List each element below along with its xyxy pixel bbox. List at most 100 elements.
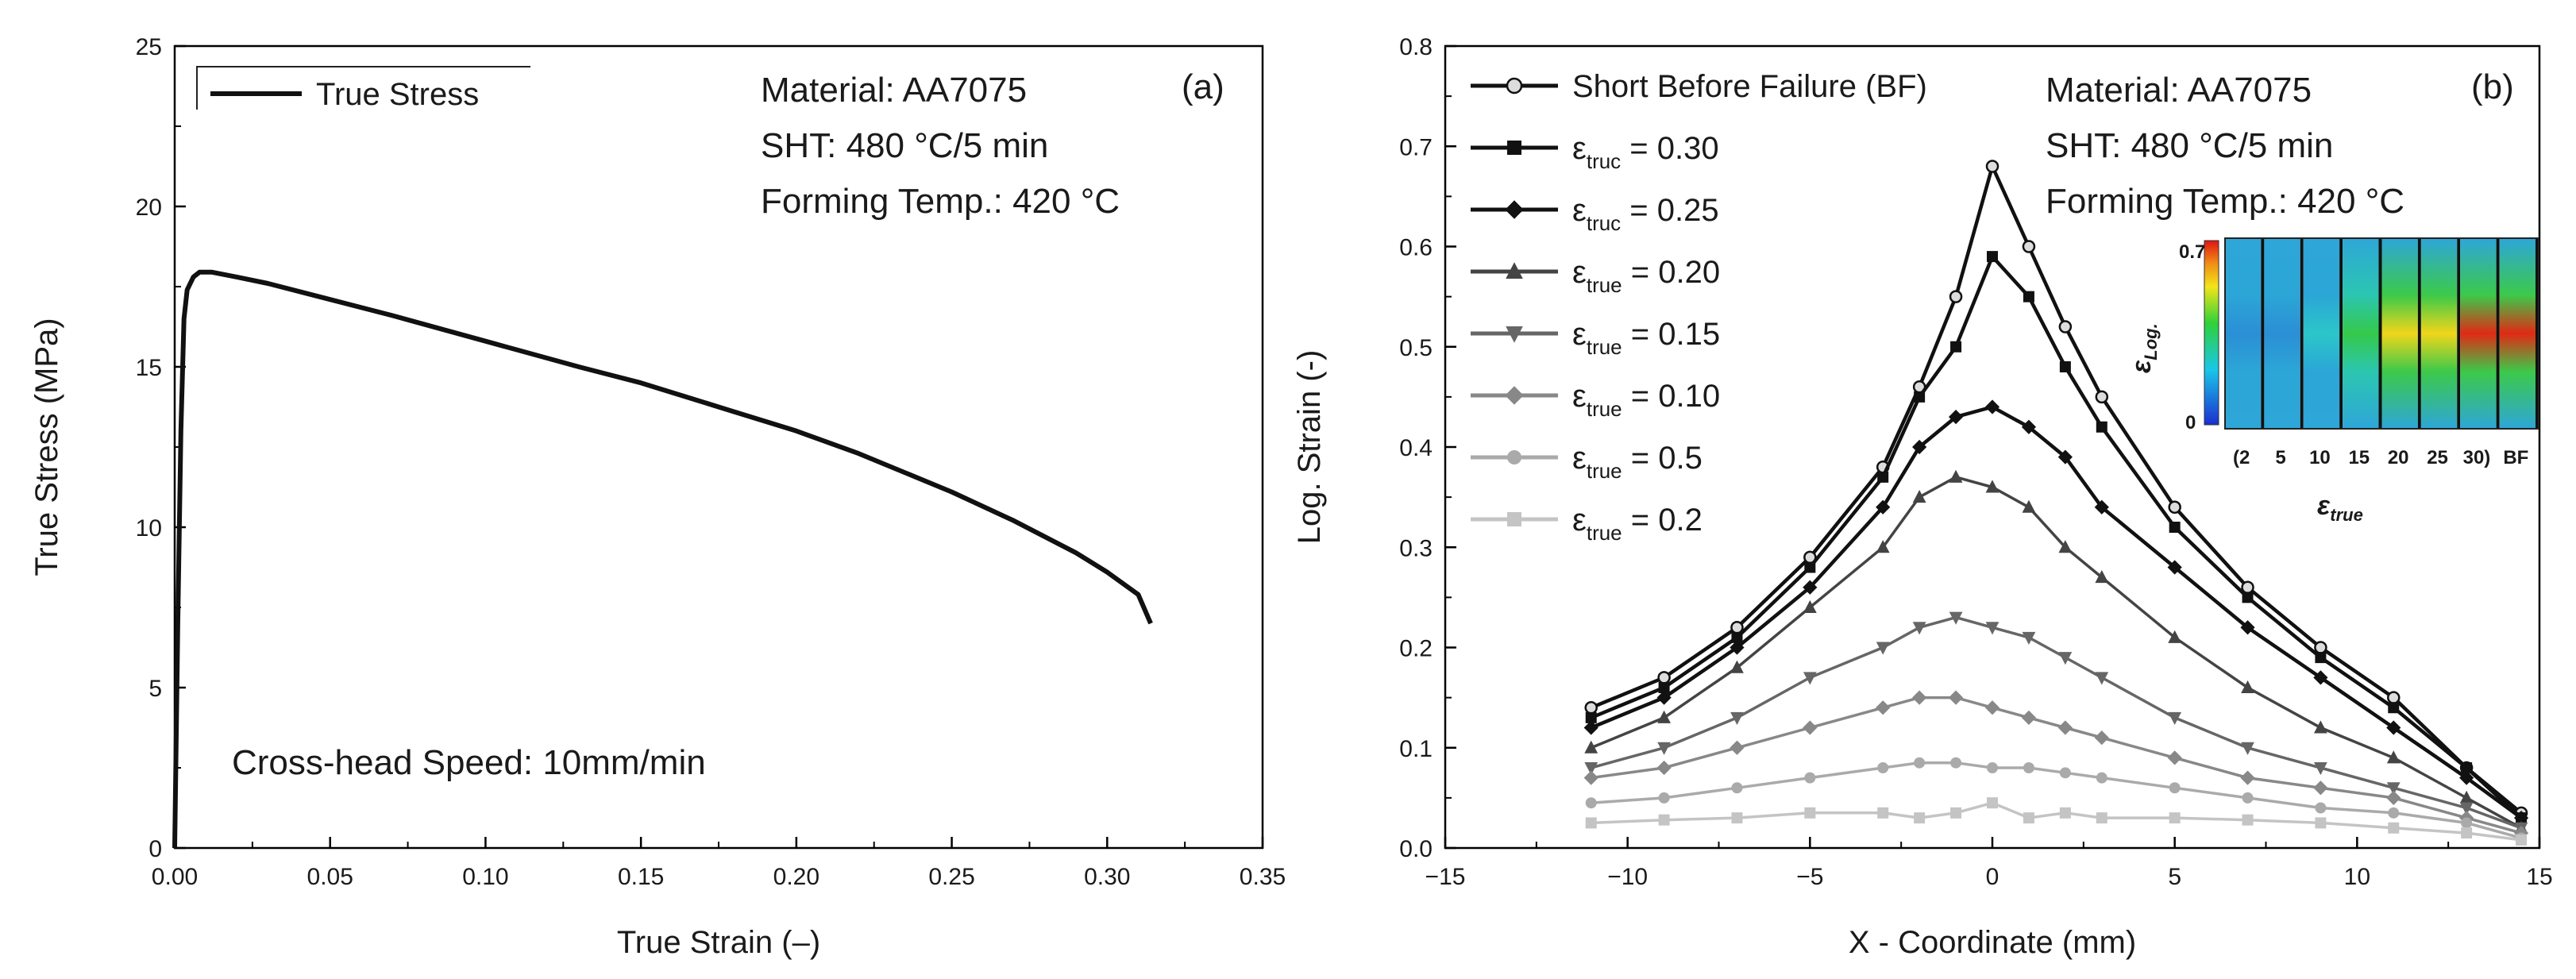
y-tick-label-a: 10 <box>136 515 162 542</box>
data-point-0 <box>2095 390 2109 404</box>
data-point-0 <box>1584 701 1598 715</box>
data-point-6 <box>1804 772 1816 784</box>
inset-frame-3 <box>2343 238 2382 429</box>
y-tick-label-b: 0.8 <box>1399 34 1433 60</box>
data-point-3 <box>2459 790 2474 804</box>
data-point-2 <box>2057 449 2073 464</box>
panel-label-b: (b) <box>2471 67 2514 106</box>
data-point-7 <box>1731 812 1743 824</box>
data-point-2 <box>1948 410 1964 425</box>
data-point-2 <box>1803 580 1818 595</box>
legend-value-3: = 0.20 <box>1622 255 1720 290</box>
y-tick-label-a: 0 <box>148 836 162 862</box>
x-tick-label-b: 5 <box>2168 864 2181 890</box>
data-point-3 <box>1584 740 1598 754</box>
inset-frame-fill-0 <box>2225 238 2262 429</box>
data-point-7 <box>1585 817 1597 829</box>
legend-swatch-marker-5 <box>1505 386 1524 405</box>
inset-strain-maps: 0.7 0 εLog. (2 5 10 15 20 25 30) BF εtrue <box>2127 237 2539 525</box>
data-point-4 <box>2241 742 2254 755</box>
inset-x-tick-label-4: 20 <box>2388 447 2409 468</box>
legend-entry-6: εtrue = 0.5 <box>1471 441 1703 483</box>
data-point-0 <box>1949 290 1963 303</box>
data-point-0 <box>2022 240 2036 253</box>
y-tick-label-b: 0.4 <box>1399 435 1433 461</box>
data-point-3 <box>2095 570 2109 584</box>
legend-label-3: εtrue = 0.20 <box>1572 255 1720 297</box>
inset-border <box>2224 237 2539 430</box>
series-line-2 <box>1590 405 2523 819</box>
legend-label-1: εtruc = 0.30 <box>1572 131 1719 173</box>
data-point-7 <box>2242 814 2254 826</box>
x-tick-label-b: 15 <box>2526 864 2552 890</box>
data-point-4 <box>1985 622 1999 635</box>
data-point-4 <box>2095 672 2109 685</box>
data-point-7 <box>2516 834 2528 846</box>
y-tick-label-a: 25 <box>136 34 162 60</box>
data-point-7 <box>2169 812 2181 824</box>
inset-x-axis-label: εtrue <box>2317 491 2363 525</box>
data-point-4 <box>2314 762 2327 776</box>
data-point-5 <box>2057 720 2073 735</box>
data-point-1 <box>2388 702 2400 714</box>
data-point-1 <box>1731 631 1743 643</box>
inset-frame-2 <box>2303 238 2343 429</box>
inset-x-tick-label-1: 5 <box>2275 447 2285 468</box>
annotation-sht-a: SHT: 480 °C/5 min <box>761 126 1048 165</box>
legend-b: Short Before Failure (BF)εtruc = 0.30εtr… <box>1471 69 1927 545</box>
data-point-6 <box>2461 817 2473 829</box>
data-point-7 <box>1950 807 1962 819</box>
legend-value-6: = 0.5 <box>1622 441 1703 476</box>
legend-label-5: εtrue = 0.10 <box>1572 379 1720 421</box>
legend-entry-3: εtrue = 0.20 <box>1471 255 1720 297</box>
inset-x-tick-label-5: 25 <box>2427 447 2448 468</box>
legend-entry-2: εtruc = 0.25 <box>1471 193 1719 235</box>
legend-value-5: = 0.10 <box>1622 379 1720 414</box>
legend-label-7: εtrue = 0.2 <box>1572 503 1703 545</box>
data-point-2 <box>2313 670 2328 685</box>
legend-symbol-1: ε <box>1572 131 1587 166</box>
data-point-5 <box>1803 720 1818 735</box>
data-point-2 <box>2167 560 2182 575</box>
data-point-1 <box>1658 682 1670 693</box>
data-point-5 <box>1948 690 1964 705</box>
data-point-4 <box>2168 711 2182 725</box>
legend-label-6: εtrue = 0.5 <box>1572 441 1703 483</box>
data-point-5 <box>1656 760 1672 776</box>
series-1 <box>1585 251 2528 824</box>
data-point-6 <box>2096 772 2107 784</box>
inset-frame-7 <box>2499 238 2539 429</box>
data-point-1 <box>2059 361 2071 372</box>
legend-value-4: = 0.15 <box>1622 317 1720 352</box>
legend-swatch-marker-4 <box>1506 326 1523 343</box>
series-line-7 <box>1591 801 2522 842</box>
inset-frame-fill-7 <box>2499 238 2536 429</box>
data-point-6 <box>2169 782 2181 794</box>
inset-frame-fill-1 <box>2264 238 2300 429</box>
legend-entry-7: εtrue = 0.2 <box>1471 503 1703 545</box>
data-point-7 <box>1658 814 1670 826</box>
data-point-4 <box>1803 672 1817 685</box>
legend-sub-3: true <box>1587 273 1622 297</box>
data-point-2 <box>2021 419 2037 434</box>
data-point-3 <box>2168 630 2182 643</box>
y-tick-label-b: 0.6 <box>1399 235 1433 261</box>
data-point-6 <box>1987 762 1998 773</box>
inset-x-sub: true <box>2330 505 2363 525</box>
svg-text:εLog.: εLog. <box>2127 323 2161 373</box>
x-tick-label-a: 0.10 <box>462 864 508 890</box>
legend-symbol-2: ε <box>1572 193 1587 228</box>
inset-frame-1 <box>2264 238 2304 429</box>
data-point-5 <box>1912 690 1927 705</box>
data-point-6 <box>2388 807 2400 819</box>
data-point-6 <box>2315 802 2327 814</box>
series-2 <box>1583 399 2529 826</box>
data-point-7 <box>1804 807 1816 819</box>
data-point-1 <box>2169 522 2181 533</box>
inset-x-tick-label-7: BF <box>2503 447 2528 468</box>
series-4 <box>1584 611 2528 835</box>
inset-colorbar <box>2204 240 2219 426</box>
inset-frame-fill-5 <box>2420 238 2458 429</box>
data-point-6 <box>2242 792 2254 804</box>
